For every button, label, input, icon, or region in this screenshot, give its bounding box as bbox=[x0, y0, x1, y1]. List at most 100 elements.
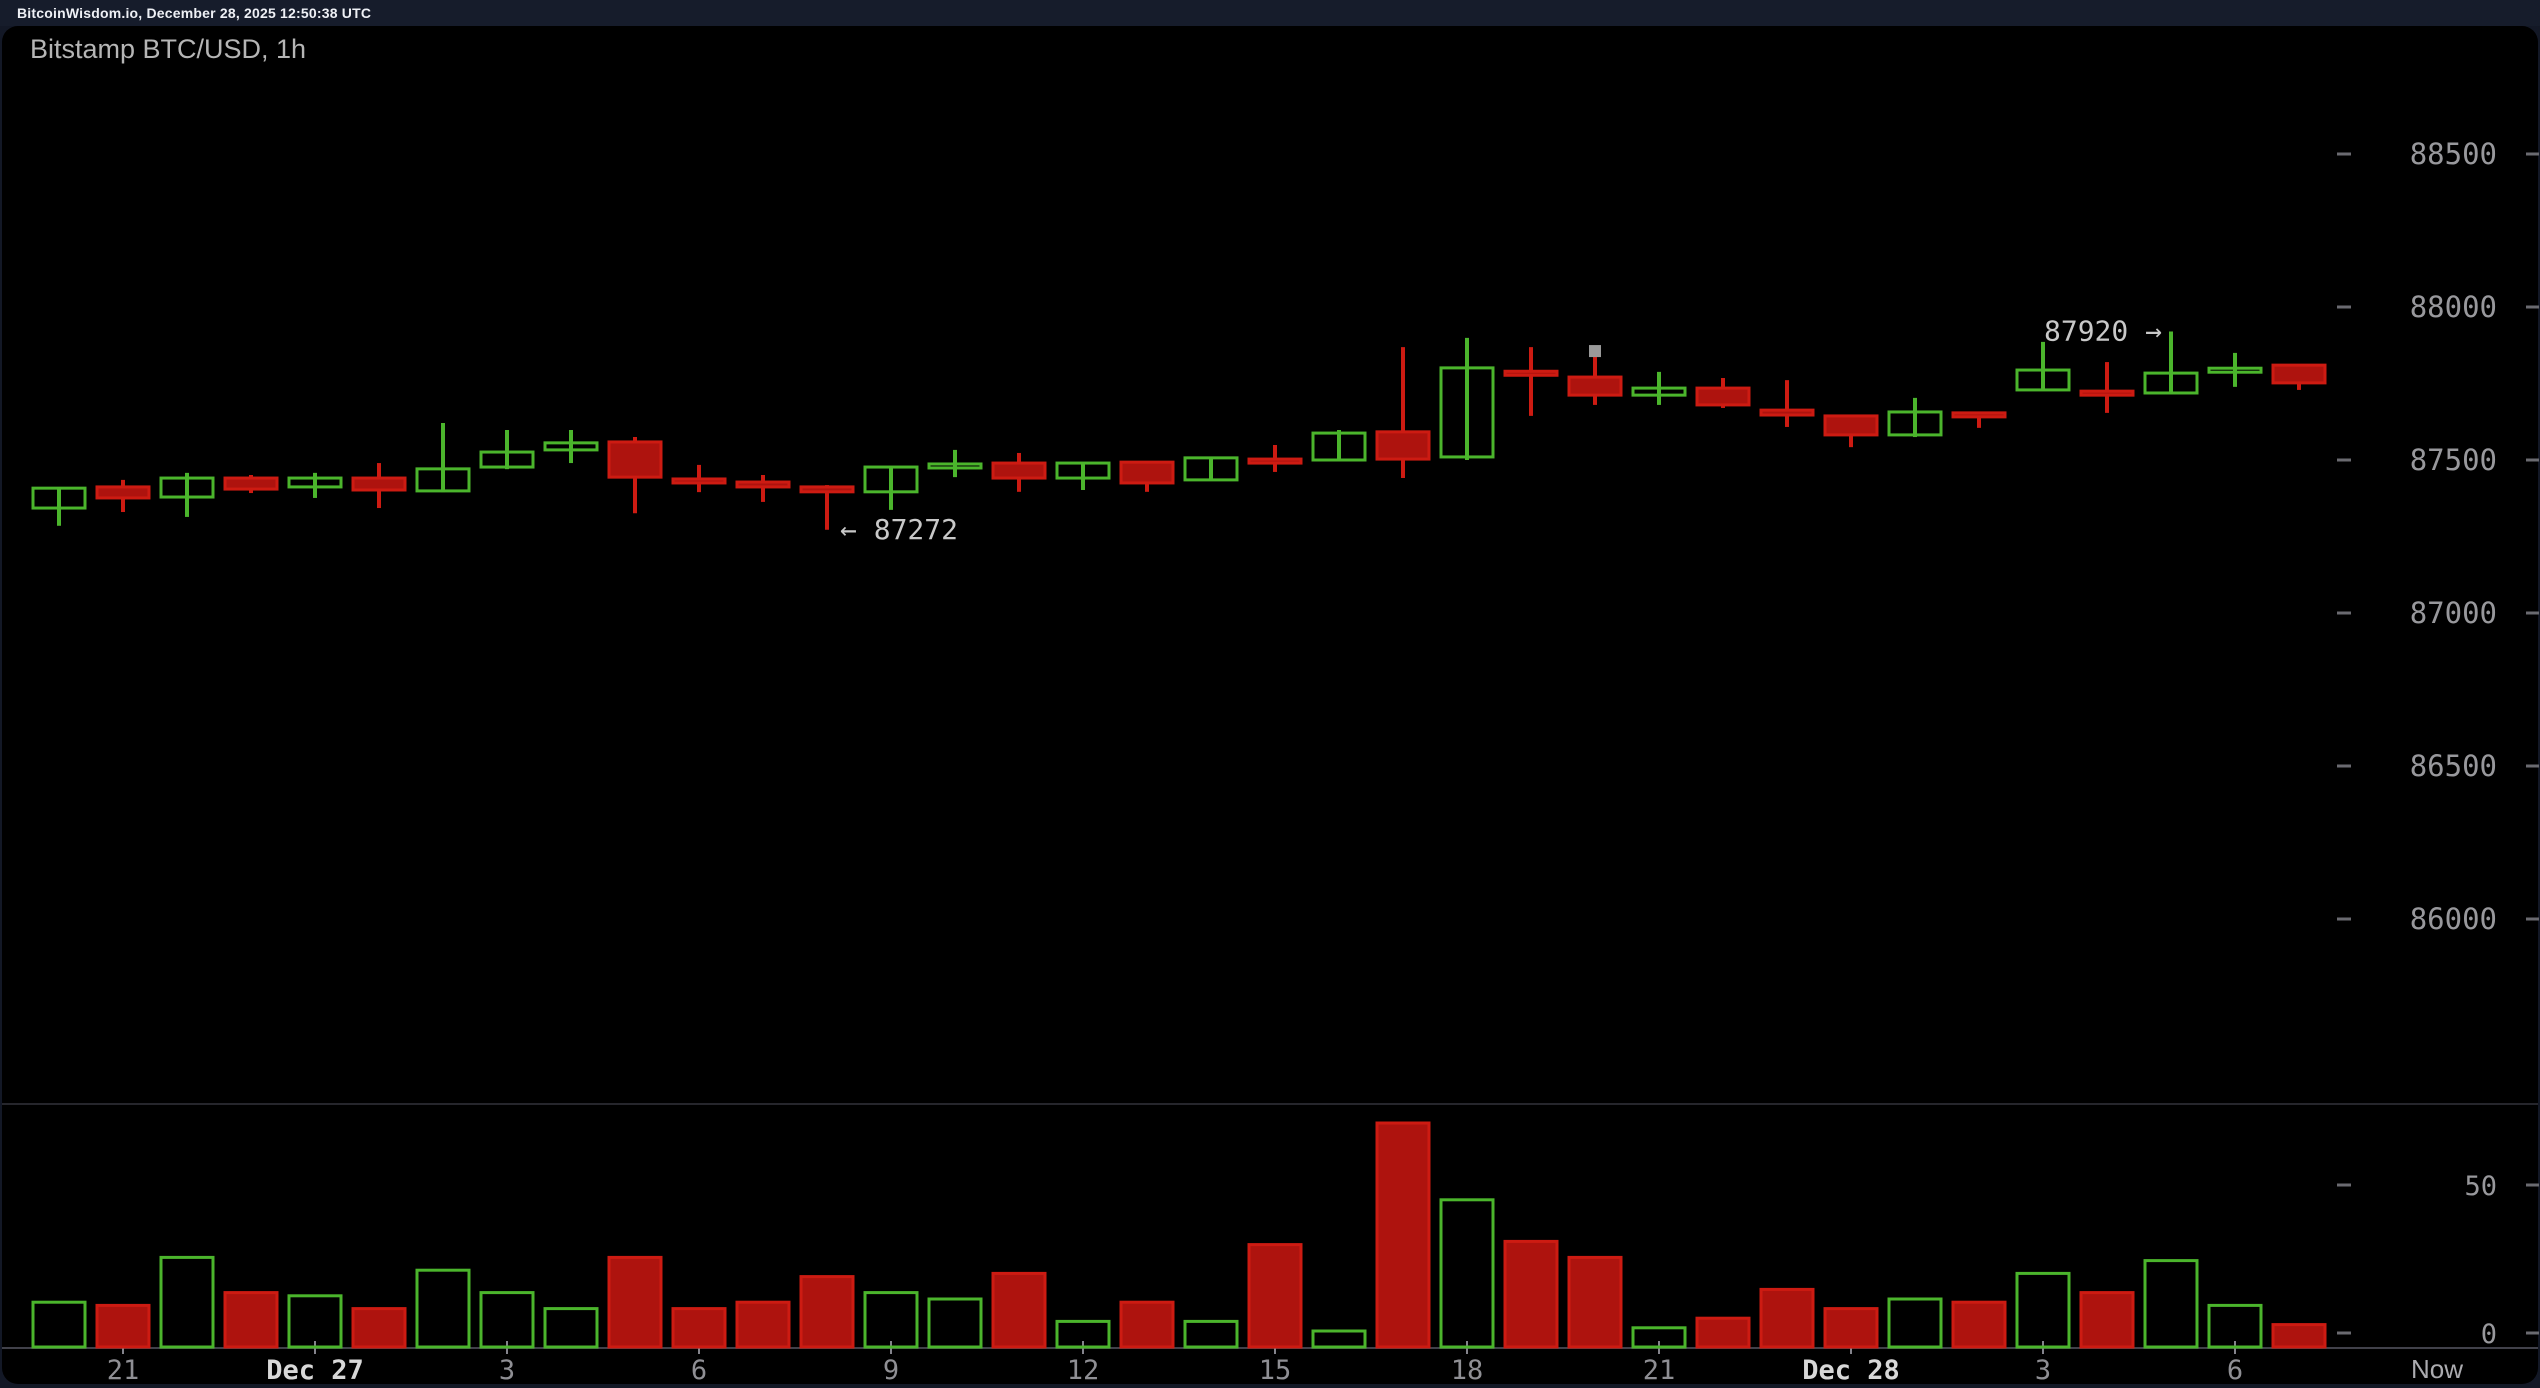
candle-body-15 bbox=[991, 461, 1047, 480]
price-axis-label: 87000 bbox=[2410, 596, 2497, 630]
low-price-annotation: ← 87272 bbox=[840, 513, 958, 546]
x-axis-hour-label: 3 bbox=[2035, 1355, 2051, 1386]
chart-canvas[interactable] bbox=[2, 26, 2538, 1384]
volume-bar-25 bbox=[1631, 1326, 1687, 1349]
volume-bar-19 bbox=[1247, 1243, 1303, 1349]
x-axis-now-label: Now bbox=[2411, 1354, 2463, 1384]
volume-bar-33 bbox=[2143, 1259, 2199, 1349]
volume-bar-29 bbox=[1887, 1297, 1943, 1349]
candle-body-35 bbox=[2271, 363, 2327, 385]
volume-bar-20 bbox=[1311, 1329, 1367, 1349]
volume-bar-10 bbox=[671, 1307, 727, 1349]
volume-bar-31 bbox=[2015, 1271, 2071, 1349]
candle-body-30 bbox=[1951, 411, 2007, 419]
candle-body-8 bbox=[543, 441, 599, 452]
volume-axis-label: 0 bbox=[2481, 1319, 2497, 1350]
volume-bar-22 bbox=[1439, 1198, 1495, 1349]
candle-body-34 bbox=[2207, 366, 2263, 374]
volume-bar-23 bbox=[1503, 1239, 1559, 1349]
price-axis-label: 86500 bbox=[2410, 749, 2497, 783]
volume-bar-3 bbox=[223, 1291, 279, 1349]
volume-bar-11 bbox=[735, 1300, 791, 1349]
candle-body-0 bbox=[31, 486, 87, 510]
candle-body-10 bbox=[671, 477, 727, 485]
candle-body-19 bbox=[1247, 457, 1303, 465]
candle-body-17 bbox=[1119, 460, 1175, 485]
chart-title: Bitstamp BTC/USD, 1h bbox=[30, 34, 307, 64]
price-axis-label: 88500 bbox=[2410, 137, 2497, 171]
candle-body-14 bbox=[927, 462, 983, 470]
volume-bar-6 bbox=[415, 1268, 471, 1349]
price-axis-label: 86000 bbox=[2410, 902, 2497, 936]
candle-body-13 bbox=[863, 465, 919, 494]
x-axis-hour-label: 3 bbox=[499, 1355, 515, 1386]
x-axis-hour-label: 9 bbox=[883, 1355, 899, 1386]
header-bar: BitcoinWisdom.io, December 28, 2025 12:5… bbox=[0, 0, 2540, 26]
candle-body-24 bbox=[1567, 375, 1623, 397]
volume-axis-label: 50 bbox=[2464, 1171, 2497, 1202]
volume-bar-0 bbox=[31, 1300, 87, 1349]
volume-bar-1 bbox=[95, 1303, 151, 1349]
header-text: BitcoinWisdom.io, December 28, 2025 12:5… bbox=[17, 5, 372, 21]
candle-body-12 bbox=[799, 485, 855, 494]
volume-bar-35 bbox=[2271, 1323, 2327, 1349]
volume-bar-16 bbox=[1055, 1319, 1111, 1349]
candle-body-32 bbox=[2079, 389, 2135, 397]
candle-body-6 bbox=[415, 467, 471, 493]
x-axis-hour-label: 21 bbox=[107, 1355, 140, 1386]
candle-body-18 bbox=[1183, 456, 1239, 482]
candle-body-27 bbox=[1759, 408, 1815, 417]
x-axis-hour-label: 15 bbox=[1259, 1355, 1292, 1386]
price-axis-label: 88000 bbox=[2410, 290, 2497, 324]
candle-body-16 bbox=[1055, 461, 1111, 480]
x-axis-hour-label: 18 bbox=[1451, 1355, 1484, 1386]
volume-bar-9 bbox=[607, 1255, 663, 1349]
volume-bar-18 bbox=[1183, 1319, 1239, 1349]
candle-body-7 bbox=[479, 450, 535, 469]
volume-bar-14 bbox=[927, 1297, 983, 1349]
volume-bar-24 bbox=[1567, 1255, 1623, 1349]
candle-body-9 bbox=[607, 440, 663, 479]
volume-bar-28 bbox=[1823, 1307, 1879, 1349]
candle-body-33 bbox=[2143, 371, 2199, 395]
candle-body-21 bbox=[1375, 430, 1431, 461]
candle-body-22 bbox=[1439, 366, 1495, 459]
price-axis-label: 87500 bbox=[2410, 443, 2497, 477]
volume-bar-2 bbox=[159, 1255, 215, 1349]
volume-bar-26 bbox=[1695, 1316, 1751, 1349]
candle-body-4 bbox=[287, 476, 343, 489]
volume-bar-30 bbox=[1951, 1300, 2007, 1349]
volume-bar-8 bbox=[543, 1307, 599, 1349]
candle-body-26 bbox=[1695, 386, 1751, 407]
volume-bar-21 bbox=[1375, 1121, 1431, 1349]
x-axis-hour-label: 12 bbox=[1067, 1355, 1100, 1386]
volume-bar-32 bbox=[2079, 1291, 2135, 1349]
candle-body-20 bbox=[1311, 431, 1367, 462]
x-axis-date-label: Dec 28 bbox=[1802, 1355, 1900, 1386]
candle-body-23 bbox=[1503, 369, 1559, 377]
candle-body-3 bbox=[223, 476, 279, 491]
volume-bar-4 bbox=[287, 1294, 343, 1349]
candle-body-5 bbox=[351, 476, 407, 492]
volume-bar-7 bbox=[479, 1291, 535, 1349]
volume-bar-27 bbox=[1759, 1287, 1815, 1349]
candle-body-25 bbox=[1631, 386, 1687, 397]
high-price-annotation: 87920 → bbox=[2044, 314, 2162, 347]
volume-bar-5 bbox=[351, 1307, 407, 1349]
volume-bar-12 bbox=[799, 1275, 855, 1349]
candle-body-31 bbox=[2015, 368, 2071, 392]
candle-body-28 bbox=[1823, 414, 1879, 437]
volume-bar-34 bbox=[2207, 1303, 2263, 1349]
candle-body-2 bbox=[159, 476, 215, 499]
candle-body-29 bbox=[1887, 410, 1943, 437]
volume-bar-15 bbox=[991, 1271, 1047, 1349]
candle-body-1 bbox=[95, 485, 151, 500]
volume-bar-17 bbox=[1119, 1300, 1175, 1349]
volume-bar-13 bbox=[863, 1291, 919, 1349]
x-axis-hour-label: 6 bbox=[691, 1355, 707, 1386]
x-axis-hour-label: 21 bbox=[1643, 1355, 1676, 1386]
price-marker bbox=[1589, 345, 1601, 358]
candle-body-11 bbox=[735, 480, 791, 489]
